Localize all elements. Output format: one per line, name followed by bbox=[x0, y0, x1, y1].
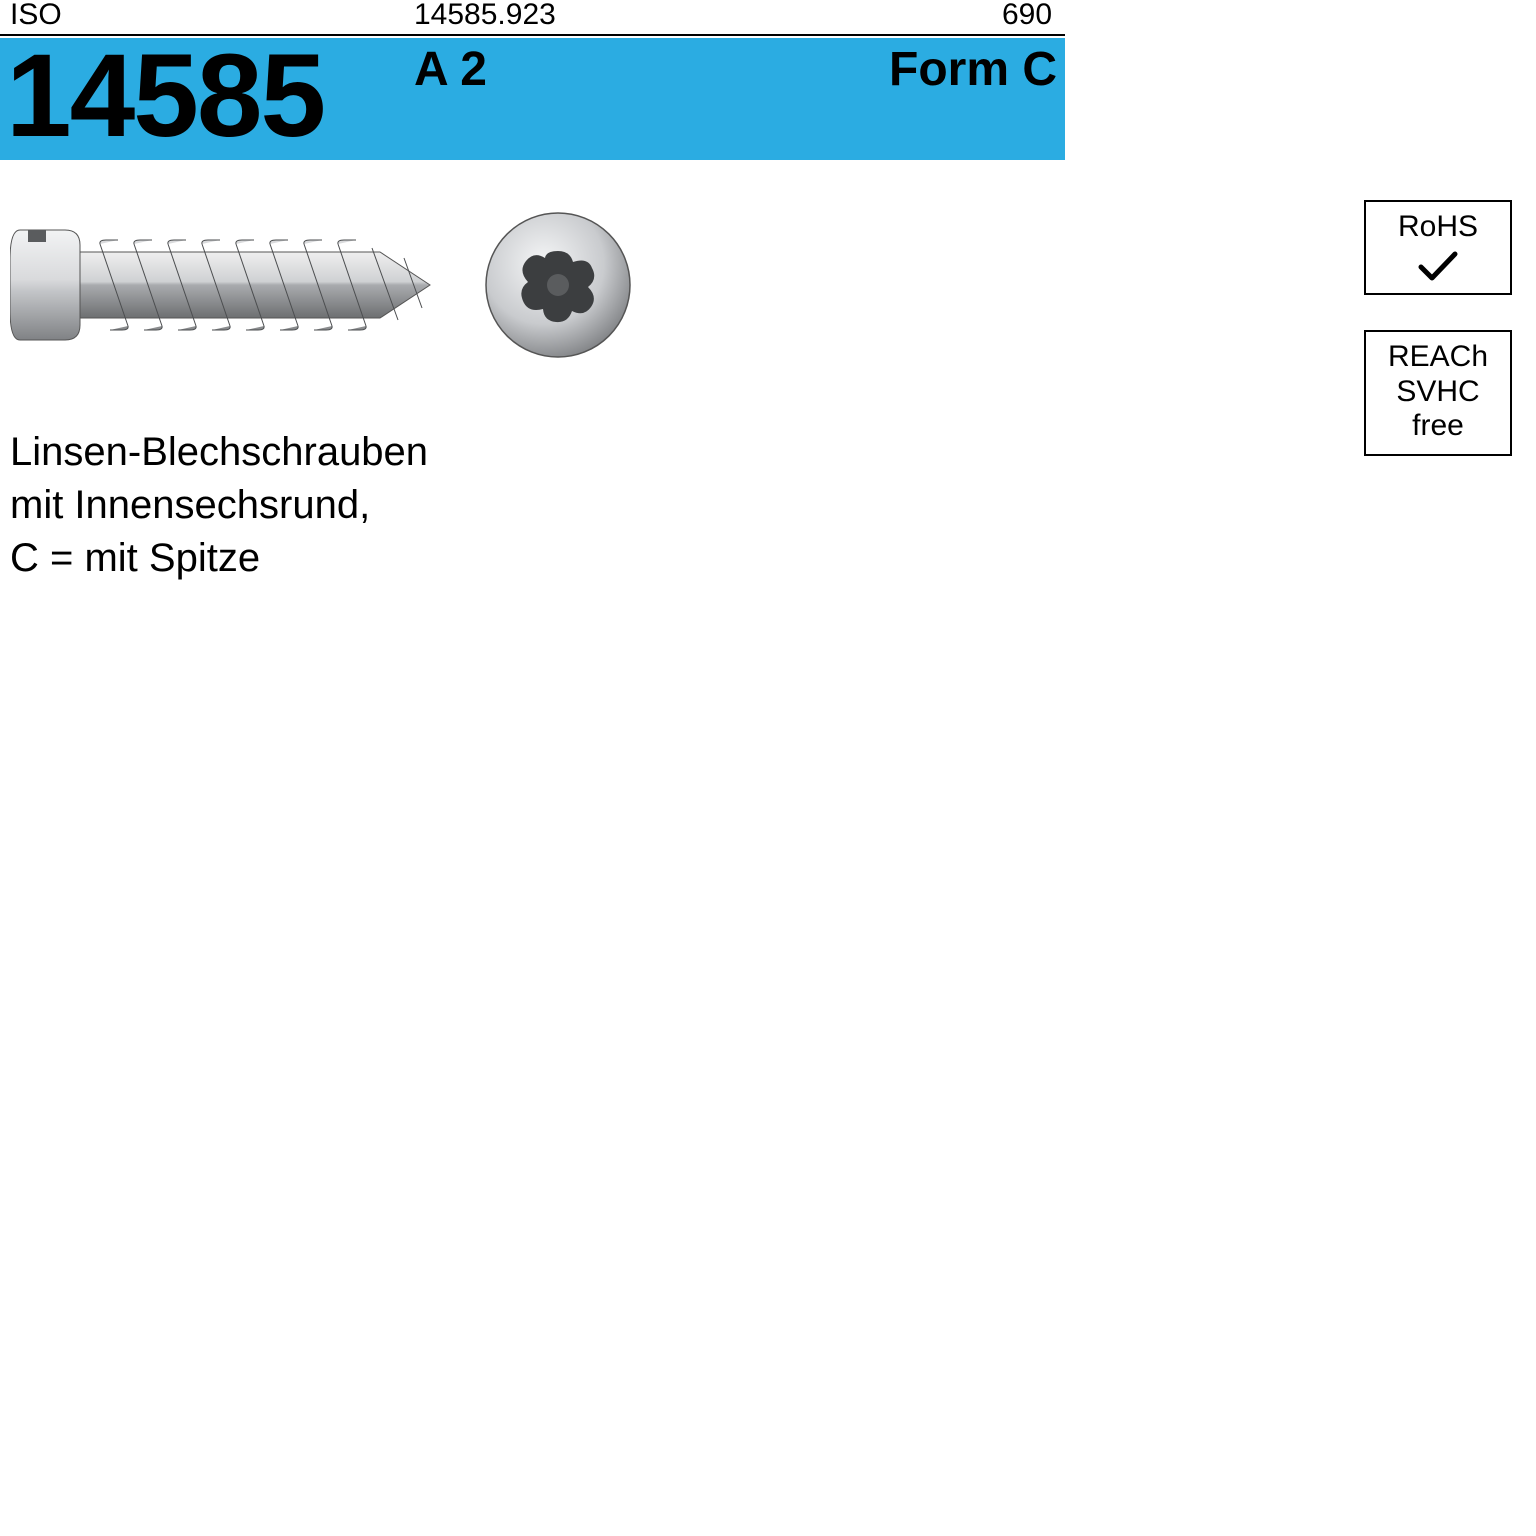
checkmark-icon bbox=[1417, 249, 1459, 283]
desc-line-3: C = mit Spitze bbox=[10, 532, 428, 585]
reach-line-2: SVHC bbox=[1372, 375, 1504, 410]
reach-line-1: REACh bbox=[1372, 340, 1504, 375]
standard-number: 14585 bbox=[6, 28, 324, 164]
form-label: Form C bbox=[889, 42, 1057, 97]
title-band: 14585 A 2 Form C bbox=[0, 38, 1065, 160]
page: ISO 14585.923 690 14585 A 2 Form C bbox=[0, 0, 1536, 1536]
desc-line-1: Linsen-Blechschrauben bbox=[10, 426, 428, 479]
rohs-badge: RoHS bbox=[1364, 200, 1512, 295]
material-grade: A 2 bbox=[414, 42, 487, 97]
desc-line-2: mit Innensechsrund, bbox=[10, 479, 428, 532]
header-number: 690 bbox=[1002, 0, 1052, 34]
reach-badge: REACh SVHC free bbox=[1364, 330, 1512, 456]
reach-line-3: free bbox=[1372, 409, 1504, 444]
product-description: Linsen-Blechschrauben mit Innensechsrund… bbox=[10, 426, 428, 584]
article-code: 14585.923 bbox=[414, 0, 556, 34]
rohs-label: RoHS bbox=[1372, 210, 1504, 245]
screw-drawing-icon bbox=[10, 200, 650, 370]
